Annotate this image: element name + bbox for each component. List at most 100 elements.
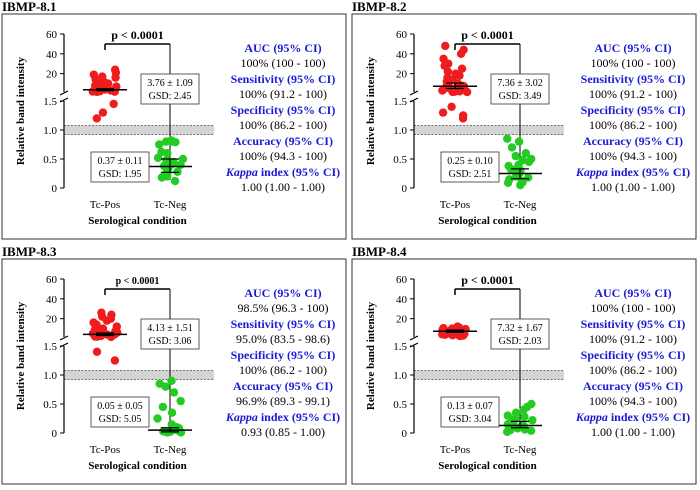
data-point-tc-pos xyxy=(102,316,112,325)
data-point-tc-neg xyxy=(167,408,177,417)
y-tick-label: 1.5 xyxy=(43,341,57,353)
annotation-tc-pos-gsd: GSD: 3.49 xyxy=(499,91,542,102)
data-point-tc-neg xyxy=(521,149,530,158)
data-point-tc-neg xyxy=(503,178,513,187)
axis-break-mark xyxy=(59,90,69,96)
data-point-tc-neg xyxy=(507,143,517,152)
stat-label: Sensitivity (95% CI) xyxy=(231,72,336,86)
stat-value: 100% (94.3 - 100) xyxy=(589,149,677,163)
stat-label: Sensitivity (95% CI) xyxy=(231,317,336,331)
panel-3: IBMP-8.3 0 0.5 1.0 1.5 20 40 60 Relative band in… xyxy=(1,244,347,485)
stat-value: 100% (91.2 - 100) xyxy=(589,87,677,101)
annotation-tc-pos-mean: 7.32 ± 1.67 xyxy=(497,323,543,334)
stat-value: 100% (91.2 - 100) xyxy=(239,87,327,101)
panel-title: IBMP-8.1 xyxy=(2,0,57,14)
data-point-tc-neg xyxy=(520,412,529,421)
x-category-label: Tc-Neg xyxy=(504,199,537,211)
y-axis-label: Relative band intensity xyxy=(365,56,377,165)
annotation-tc-neg-gsd: GSD: 5.05 xyxy=(99,414,142,425)
data-point-tc-pos xyxy=(92,114,102,123)
data-point-tc-neg xyxy=(503,411,513,420)
data-point-tc-neg xyxy=(516,180,525,190)
y-tick-label: 1.0 xyxy=(393,125,407,137)
data-point-tc-neg xyxy=(502,427,512,437)
stat-label: AUC (95% CI) xyxy=(244,41,321,55)
data-point-tc-pos xyxy=(447,102,456,112)
y-axis-label: Relative band intensity xyxy=(15,56,27,165)
data-point-tc-neg xyxy=(169,388,179,397)
cutoff-band xyxy=(64,125,214,135)
y-tick-label: 0.5 xyxy=(43,399,57,411)
stat-label-rest: index (95% CI) xyxy=(608,410,690,424)
panel-4: IBMP-8.4 0 0.5 1.0 1.5 20 40 60 Relative band in… xyxy=(351,244,697,485)
axis-break-mark xyxy=(409,90,419,96)
stat-value: 100% (100 - 100) xyxy=(591,301,676,315)
cutoff-band xyxy=(64,370,214,380)
panel-1: IBMP-8.1 0 0.5 1.0 1.5 20 40 60 Relative band in… xyxy=(1,0,347,240)
annotation-tc-pos-gsd: GSD: 2.03 xyxy=(499,336,542,347)
data-point-tc-pos xyxy=(441,41,450,51)
y-tick-label: 0.5 xyxy=(393,154,407,166)
stat-label: Specificity (95% CI) xyxy=(581,103,686,117)
stat-label: Specificity (95% CI) xyxy=(581,348,686,362)
stat-value: 100% (94.3 - 100) xyxy=(239,149,327,163)
data-point-tc-pos xyxy=(456,49,466,59)
stat-value: 100% (94.3 - 100) xyxy=(589,394,677,408)
stat-value: 1.00 (1.00 - 1.00) xyxy=(241,180,325,194)
stat-label: Kappa index (95% CI) xyxy=(575,410,690,424)
axis-break-mark xyxy=(409,335,419,341)
stat-label-kappa: Kappa xyxy=(225,410,258,424)
annotation-tc-neg-gsd: GSD: 1.95 xyxy=(99,169,142,180)
data-point-tc-pos xyxy=(457,64,467,73)
data-point-tc-neg xyxy=(161,382,170,391)
annotation-tc-pos-gsd: GSD: 3.06 xyxy=(149,336,192,347)
x-category-label: Tc-Neg xyxy=(154,444,187,456)
x-category-label: Tc-Pos xyxy=(440,444,470,456)
stat-label-rest: index (95% CI) xyxy=(258,165,340,179)
x-axis-label: Serological condition xyxy=(438,215,537,227)
stat-value: 100% (86.2 - 100) xyxy=(589,363,677,377)
y-tick-label: 0 xyxy=(52,183,58,195)
x-category-label: Tc-Neg xyxy=(154,199,187,211)
data-point-tc-pos xyxy=(110,356,120,365)
data-point-tc-pos xyxy=(438,86,447,95)
annotation-tc-pos-box xyxy=(140,318,200,350)
stat-value: 95.0% (83.5 - 98.6) xyxy=(236,332,330,346)
p-value-label: p < 0.0001 xyxy=(461,273,514,287)
y-tick-label: 40 xyxy=(396,294,408,306)
stat-label-kappa: Kappa xyxy=(575,410,608,424)
annotation-tc-pos-box xyxy=(490,73,550,105)
stat-value: 100% (100 - 100) xyxy=(591,56,676,70)
stat-value: 100% (86.2 - 100) xyxy=(239,363,327,377)
y-axis-label: Relative band intensity xyxy=(15,301,27,410)
data-point-tc-pos xyxy=(438,108,448,117)
stat-label: Kappa index (95% CI) xyxy=(575,165,690,179)
y-tick-label: 20 xyxy=(46,69,58,81)
data-point-tc-pos xyxy=(458,114,468,123)
p-value-label: p < 0.0001 xyxy=(116,276,160,287)
data-point-tc-neg xyxy=(503,134,512,143)
panel-frame xyxy=(1,258,347,485)
cutoff-band xyxy=(414,125,564,135)
stat-label: Accuracy (95% CI) xyxy=(583,134,683,148)
annotation-tc-neg-mean: 0.05 ± 0.05 xyxy=(97,401,143,412)
annotation-tc-pos-mean: 3.76 ± 1.09 xyxy=(147,78,193,89)
cutoff-band xyxy=(414,370,564,380)
stat-label: Accuracy (95% CI) xyxy=(233,379,333,393)
y-tick-label: 20 xyxy=(396,69,408,81)
y-tick-label: 60 xyxy=(46,274,58,286)
panel-frame xyxy=(351,258,697,485)
data-point-tc-pos xyxy=(448,331,457,340)
panel-title: IBMP-8.3 xyxy=(2,244,57,259)
data-point-tc-neg xyxy=(519,405,528,414)
stat-value: 98.5% (96.3 - 100) xyxy=(238,301,329,315)
y-tick-label: 60 xyxy=(46,29,58,41)
data-point-tc-neg xyxy=(170,176,180,186)
data-point-tc-pos xyxy=(111,73,120,82)
data-point-tc-pos xyxy=(462,87,472,97)
annotation-tc-neg-mean: 0.13 ± 0.07 xyxy=(447,401,493,412)
y-tick-label: 0.5 xyxy=(393,399,407,411)
axis-break-mark xyxy=(59,335,69,341)
data-point-tc-neg xyxy=(514,137,524,146)
stat-label: AUC (95% CI) xyxy=(594,286,671,300)
